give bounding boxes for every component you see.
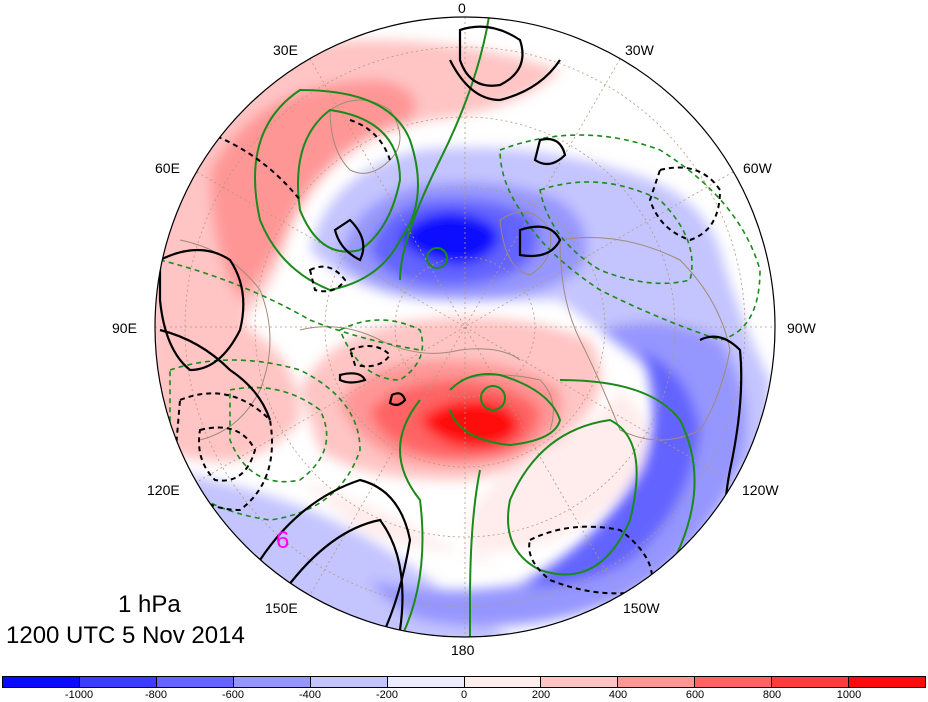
green-contour-solid-8 <box>399 17 491 281</box>
green-contour-dashed-1 <box>499 134 761 341</box>
lon-label-90w: 90W <box>787 320 816 336</box>
black-contour-solid-1 <box>458 25 524 87</box>
colorbar-segment <box>79 677 157 687</box>
colorbar-tick-label: 0 <box>460 689 468 701</box>
colorbar-tick-label: 600 <box>685 689 705 701</box>
colorbar-segment <box>772 677 850 687</box>
lon-label-60w: 60W <box>743 160 772 176</box>
colorbar-tick-label: 1000 <box>836 689 862 701</box>
colorbar-tick-label: -600 <box>221 689 245 701</box>
black-contour-solid-7 <box>518 225 562 258</box>
negative-anomaly-inner-east <box>520 350 700 586</box>
lon-label-150e: 150E <box>265 600 298 616</box>
green-contour-dashed-2 <box>539 181 693 285</box>
coastline-alaska <box>459 374 554 431</box>
black-contour-solid-10 <box>333 218 365 262</box>
colorbar-tick-label: 800 <box>762 689 782 701</box>
cyclone-symbol: 6 <box>276 527 289 554</box>
colorbar-segment <box>233 677 311 687</box>
colorbar-tick-label: 400 <box>608 689 628 701</box>
valid-time-label: 1200 UTC 5 Nov 2014 <box>6 622 245 649</box>
green-contour-solid-1 <box>254 88 419 292</box>
colorbar-segment <box>464 677 542 687</box>
black-contour-solid-8 <box>533 137 567 166</box>
green-contour-dashed-3 <box>169 359 361 521</box>
meridian-60w-120e <box>196 171 734 483</box>
lon-label-0: 0 <box>458 0 466 16</box>
green-contours <box>254 17 696 637</box>
black-contour-solid-2 <box>449 59 561 102</box>
black-contour-dashed-6 <box>308 265 347 293</box>
positive-anomaly-core-central <box>420 400 520 448</box>
black-contour-dashed-5 <box>348 345 392 368</box>
colorbar-tick-label: -1000 <box>64 689 94 701</box>
colorbar <box>2 676 926 688</box>
colorbar-segment <box>849 677 926 687</box>
green-contour-solid-4 <box>507 418 638 576</box>
black-contour-solid-3 <box>158 249 245 372</box>
green-contour-dashed-4 <box>229 386 328 483</box>
positive-anomaly-band-south <box>300 390 647 570</box>
colorbar-segment <box>310 677 388 687</box>
black-contour-solid-4 <box>159 328 272 421</box>
colorbar-segment <box>695 677 773 687</box>
lon-label-120e: 120E <box>147 482 180 498</box>
positive-anomaly-band-west <box>155 294 300 462</box>
lon-label-180: 180 <box>451 642 475 658</box>
coastline-greenland <box>499 211 552 276</box>
meridian-60e-120w <box>196 171 734 483</box>
colorbar-segment <box>541 677 619 687</box>
black-contour-dashed-1 <box>648 166 722 242</box>
colorbar-tick-label: -400 <box>298 689 322 701</box>
green-contour-solid-2 <box>297 108 402 253</box>
black-contour-solid-5 <box>259 478 412 637</box>
colorbar-segment <box>387 677 465 687</box>
green-contour-dashed-6 <box>159 259 421 351</box>
map-boundary <box>154 16 776 638</box>
green-contour-solid-3 <box>449 373 562 447</box>
lon-label-60e: 60E <box>155 160 180 176</box>
meridian-30e-150w <box>309 58 621 596</box>
coastline-siberia <box>299 326 521 361</box>
green-contour-solid-6 <box>399 399 424 637</box>
graticule <box>155 17 775 637</box>
meridian-30w-150e <box>309 58 621 596</box>
colorbar-tick-label: -200 <box>375 689 399 701</box>
lon-label-30w: 30W <box>625 42 654 58</box>
black-contour-solid-12 <box>388 392 407 407</box>
lon-label-120w: 120W <box>742 482 779 498</box>
colorbar-tick-label: 200 <box>531 689 551 701</box>
lon-label-30e: 30E <box>273 42 298 58</box>
black-contour-dashed-3 <box>198 426 257 482</box>
lon-label-150w: 150W <box>623 600 660 616</box>
coastline-north-america <box>559 237 731 441</box>
black-contour-solid-6 <box>284 518 404 631</box>
negative-anomaly-band-east <box>370 322 747 627</box>
colorbar-segment <box>3 677 80 687</box>
negative-anomaly-core-atlantic <box>400 212 500 265</box>
colorbar-segment <box>156 677 234 687</box>
green-contour-center-1 <box>480 385 506 411</box>
green-contour-solid-5 <box>469 469 481 637</box>
colorbar-segment <box>618 677 696 687</box>
black-contour-solid-11 <box>338 372 367 384</box>
map-disk <box>155 17 775 637</box>
black-contour-dashed-8 <box>349 119 391 161</box>
pressure-level-label: 1 hPa <box>118 591 181 618</box>
green-contour-center-2 <box>426 247 448 269</box>
colorbar-tick-label: -800 <box>144 689 168 701</box>
lon-label-90e: 90E <box>112 320 137 336</box>
shaded-anomaly-field <box>155 40 770 637</box>
